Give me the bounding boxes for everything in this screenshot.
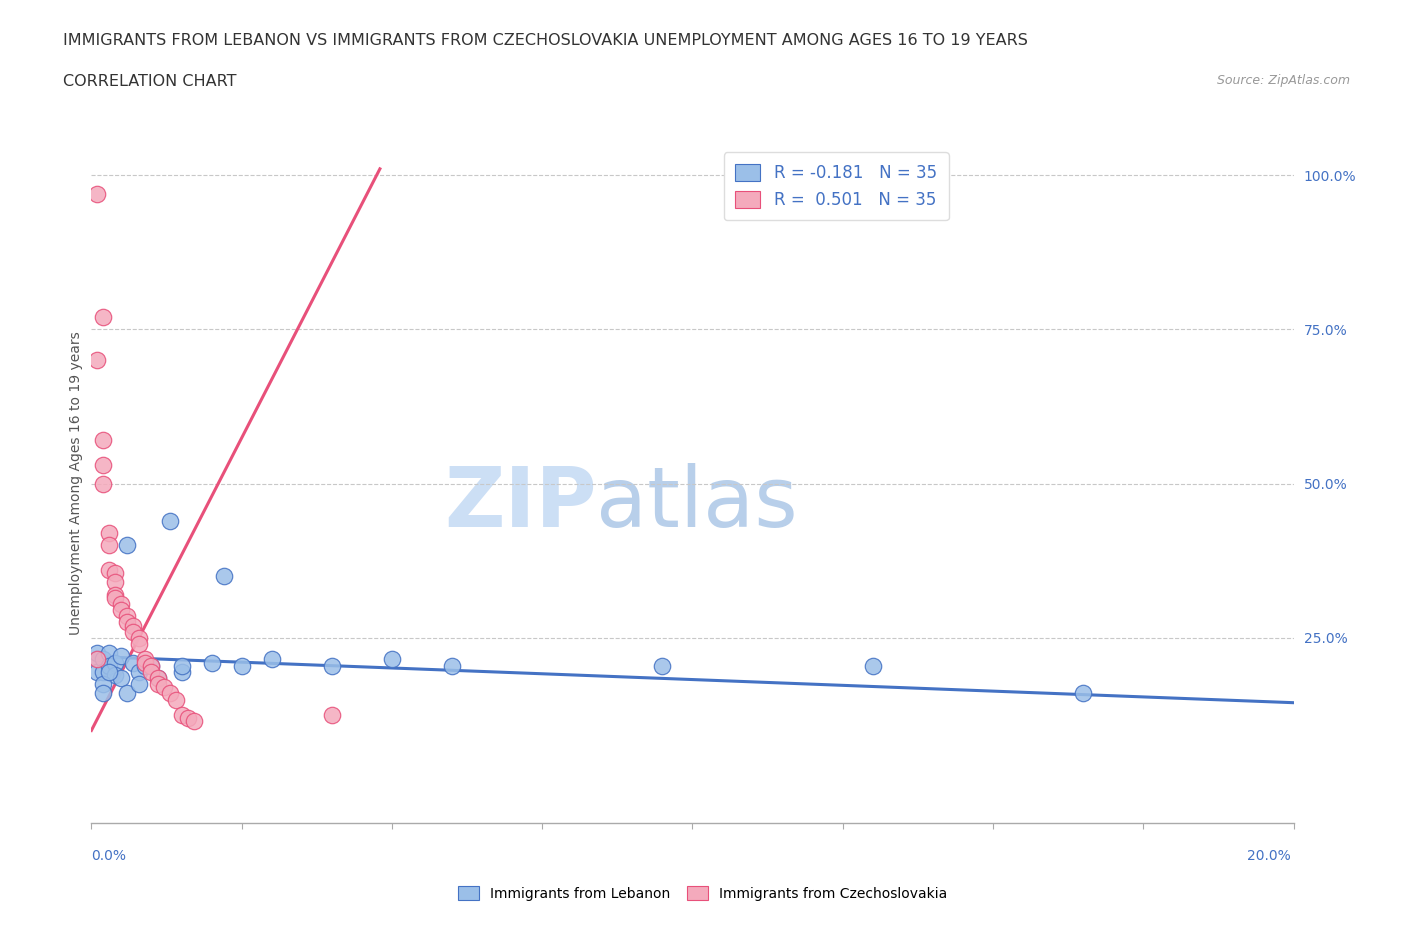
Point bbox=[93, 652, 115, 667]
Legend: Immigrants from Lebanon, Immigrants from Czechoslovakia: Immigrants from Lebanon, Immigrants from… bbox=[453, 881, 953, 907]
Text: 20.0%: 20.0% bbox=[1247, 849, 1291, 863]
Point bbox=[98, 646, 121, 661]
Point bbox=[159, 513, 181, 528]
Point bbox=[183, 714, 205, 729]
Point bbox=[141, 664, 163, 679]
Point bbox=[159, 686, 181, 701]
Point bbox=[86, 652, 108, 667]
Point bbox=[86, 664, 108, 679]
Point bbox=[128, 664, 150, 679]
Point bbox=[110, 649, 132, 664]
Point bbox=[1071, 686, 1094, 701]
Point bbox=[141, 658, 163, 673]
Point bbox=[93, 664, 115, 679]
Point bbox=[104, 565, 127, 580]
Point bbox=[98, 538, 121, 552]
Text: 0.0%: 0.0% bbox=[91, 849, 127, 863]
Text: Source: ZipAtlas.com: Source: ZipAtlas.com bbox=[1216, 74, 1350, 87]
Point bbox=[381, 652, 404, 667]
Point bbox=[104, 575, 127, 590]
Point bbox=[128, 677, 150, 692]
Point bbox=[98, 658, 121, 673]
Point bbox=[134, 655, 156, 670]
Point bbox=[117, 686, 139, 701]
Point bbox=[212, 569, 235, 584]
Point bbox=[104, 587, 127, 602]
Point bbox=[141, 658, 163, 673]
Point bbox=[122, 624, 145, 639]
Point bbox=[128, 631, 150, 645]
Point bbox=[98, 563, 121, 578]
Point bbox=[165, 692, 187, 707]
Point bbox=[98, 664, 121, 679]
Point bbox=[146, 671, 169, 685]
Point bbox=[134, 658, 156, 673]
Point bbox=[86, 652, 108, 667]
Point bbox=[440, 658, 463, 673]
Point bbox=[104, 591, 127, 605]
Point bbox=[86, 186, 108, 201]
Point bbox=[231, 658, 253, 673]
Text: ZIP: ZIP bbox=[444, 463, 596, 544]
Y-axis label: Unemployment Among Ages 16 to 19 years: Unemployment Among Ages 16 to 19 years bbox=[69, 332, 83, 635]
Point bbox=[93, 458, 115, 472]
Point bbox=[862, 658, 884, 673]
Point bbox=[110, 596, 132, 611]
Point bbox=[117, 538, 139, 552]
Point bbox=[321, 708, 343, 723]
Point bbox=[93, 686, 115, 701]
Point bbox=[93, 310, 115, 325]
Point bbox=[176, 711, 198, 725]
Point bbox=[93, 677, 115, 692]
Point bbox=[86, 352, 108, 367]
Legend: R = -0.181   N = 35, R =  0.501   N = 35: R = -0.181 N = 35, R = 0.501 N = 35 bbox=[724, 153, 949, 220]
Text: CORRELATION CHART: CORRELATION CHART bbox=[63, 74, 236, 89]
Point bbox=[117, 609, 139, 624]
Point bbox=[93, 433, 115, 448]
Text: IMMIGRANTS FROM LEBANON VS IMMIGRANTS FROM CZECHOSLOVAKIA UNEMPLOYMENT AMONG AGE: IMMIGRANTS FROM LEBANON VS IMMIGRANTS FR… bbox=[63, 33, 1028, 47]
Point bbox=[152, 680, 174, 695]
Point bbox=[128, 637, 150, 652]
Point bbox=[110, 671, 132, 685]
Point bbox=[201, 655, 224, 670]
Text: atlas: atlas bbox=[596, 463, 799, 544]
Point bbox=[170, 664, 193, 679]
Point bbox=[146, 671, 169, 685]
Point bbox=[104, 655, 127, 670]
Point bbox=[146, 677, 169, 692]
Point bbox=[117, 615, 139, 630]
Point bbox=[260, 652, 283, 667]
Point bbox=[86, 646, 108, 661]
Point bbox=[321, 658, 343, 673]
Point bbox=[170, 658, 193, 673]
Point bbox=[170, 708, 193, 723]
Point bbox=[651, 658, 673, 673]
Point bbox=[98, 525, 121, 540]
Point bbox=[110, 603, 132, 618]
Point bbox=[122, 618, 145, 633]
Point bbox=[122, 655, 145, 670]
Point bbox=[93, 476, 115, 491]
Point bbox=[134, 652, 156, 667]
Point bbox=[104, 668, 127, 683]
